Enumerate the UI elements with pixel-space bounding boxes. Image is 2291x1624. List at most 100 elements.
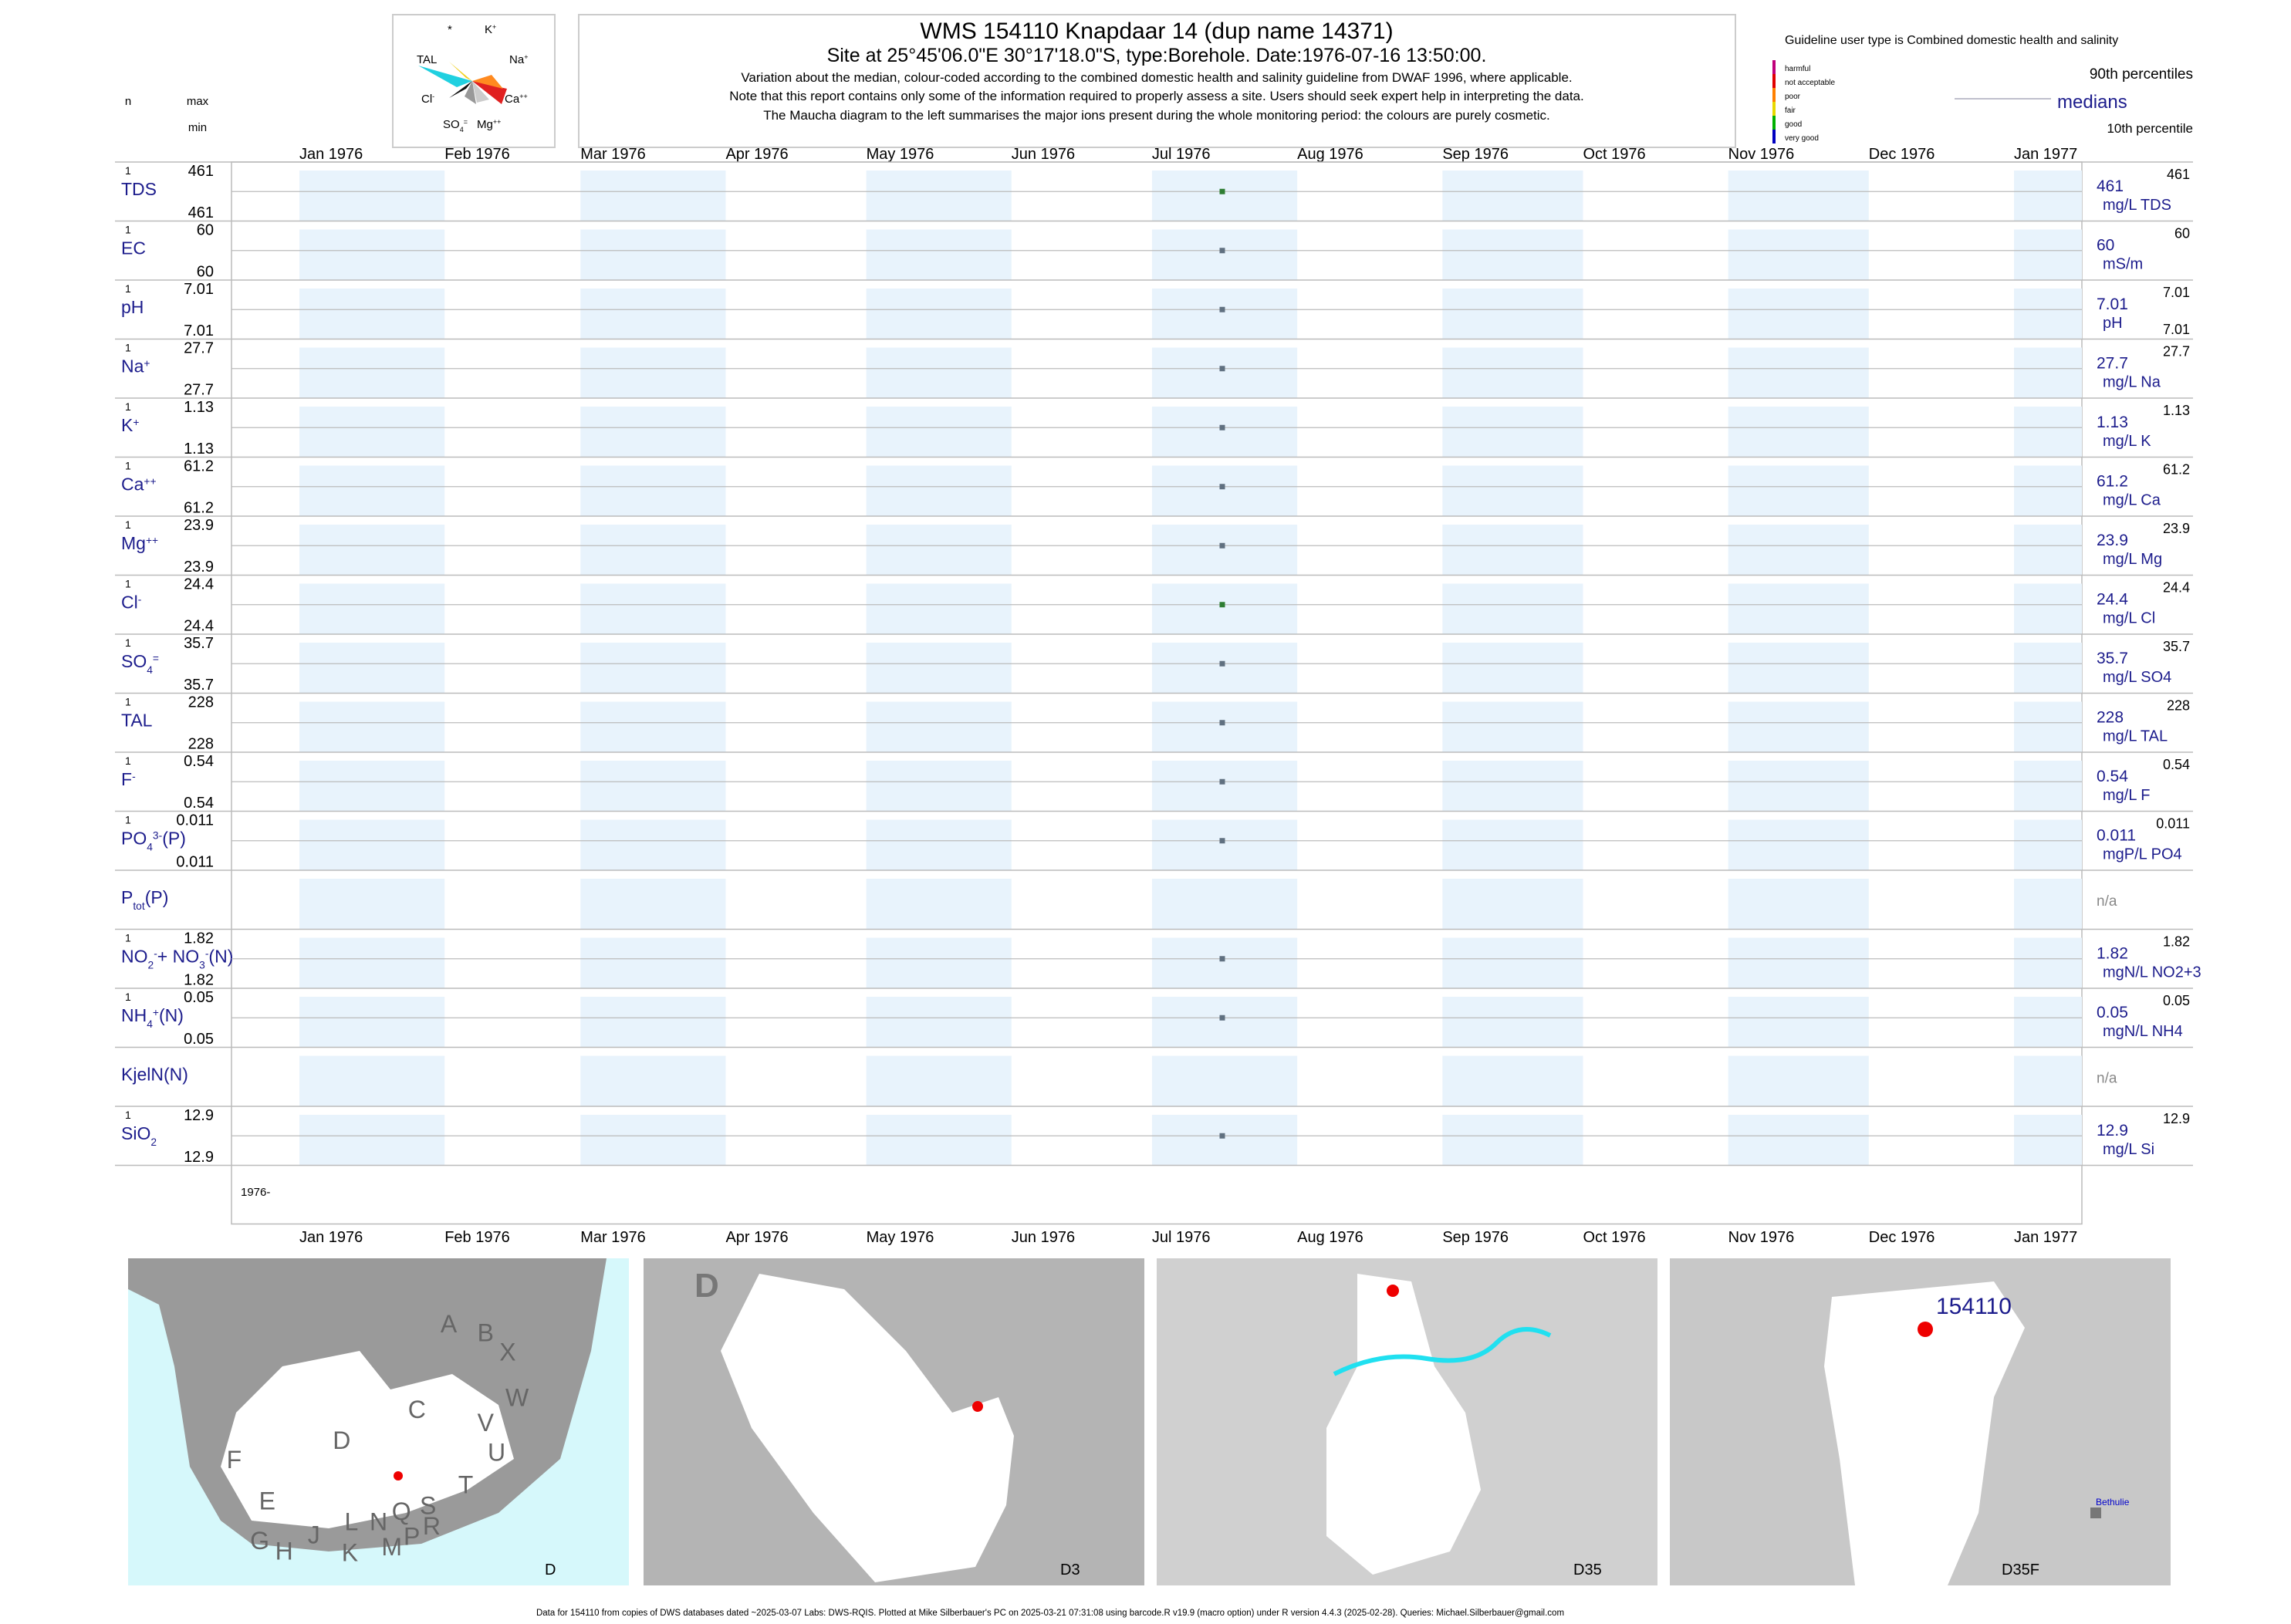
max-label: 24.4 (184, 576, 214, 593)
month-label: May 1976 (867, 146, 934, 163)
p90-label: 461 (2167, 167, 2190, 182)
subtitle: Site at 25°45'06.0"E 30°17'18.0"S, type:… (827, 45, 1487, 66)
month-label: Feb 1976 (444, 146, 510, 163)
month-band (1442, 643, 1583, 694)
month-label: Sep 1976 (1442, 146, 1509, 163)
p90-label: 23.9 (2163, 521, 2190, 536)
unit-label: mgN/L NO2+3 (2103, 964, 2201, 981)
row-label: Na+ (121, 356, 150, 376)
median-label: 0.05 (2097, 1004, 2128, 1021)
map-region: R (423, 1512, 441, 1540)
maucha-label: SO4= (443, 118, 468, 133)
x-prefix: 1976- (241, 1186, 270, 1199)
row-label-part: 4 (147, 664, 153, 676)
p90-label: 0.011 (2156, 816, 2190, 832)
maucha-wedge (465, 81, 476, 104)
sample-dot (1219, 484, 1225, 490)
month-band (866, 761, 1012, 812)
n-label: 1 (125, 696, 131, 708)
month-label: May 1976 (867, 1229, 934, 1246)
unit-label: pH (2103, 315, 2123, 332)
map-label: D35F (2002, 1562, 2039, 1578)
month-band (299, 643, 445, 694)
month-band (2014, 465, 2082, 516)
row-label-part: + (153, 1007, 159, 1018)
month-band (2014, 879, 2082, 930)
col-head-min: min (188, 121, 207, 134)
maucha-label: K+ (485, 23, 496, 36)
max-label: 60 (197, 222, 214, 239)
unit-label: mg/L TAL (2103, 728, 2168, 745)
map-region: H (275, 1538, 293, 1565)
row-label-part: KjelN(N) (121, 1065, 188, 1085)
median-label: 27.7 (2097, 355, 2128, 373)
row-label-part: SO (121, 651, 147, 671)
month-band (2014, 583, 2082, 634)
row-label: SiO2 (121, 1123, 157, 1148)
row-label-part: P (121, 887, 133, 907)
month-band (1728, 525, 1869, 576)
min-label: 228 (188, 736, 214, 753)
row-label: K+ (121, 415, 139, 435)
month-band (1728, 879, 1869, 930)
month-band (1151, 761, 1298, 812)
map-region: B (478, 1319, 494, 1347)
month-band (1728, 289, 1869, 339)
row-label-part: pH (121, 297, 144, 317)
row-label-part: ++ (146, 535, 158, 546)
month-band (299, 171, 445, 221)
map-region: A (441, 1310, 458, 1338)
month-band (580, 1055, 726, 1106)
note: Note that this report contains only some… (729, 89, 1583, 103)
legend-class: harmful (1785, 65, 1810, 73)
row-label-part: NH (121, 1005, 147, 1025)
month-band (580, 1115, 726, 1166)
legend-class: very good (1785, 134, 1819, 143)
map-region: U (488, 1438, 505, 1466)
min-label: 35.7 (184, 677, 214, 694)
maucha-label-part: - (432, 93, 434, 100)
month-band (866, 643, 1012, 694)
map-label: D35 (1573, 1562, 1602, 1578)
month-band (299, 1055, 445, 1106)
unit-label: mgP/L PO4 (2103, 846, 2182, 863)
p90-label: 60 (2174, 226, 2190, 241)
month-band (580, 347, 726, 398)
month-label: Oct 1976 (1583, 146, 1645, 163)
month-band (580, 879, 726, 930)
max-label: 7.01 (184, 281, 214, 298)
month-label: Jan 1977 (2014, 146, 2077, 163)
max-label: 12.9 (184, 1107, 214, 1124)
n-label: 1 (125, 400, 131, 413)
month-band (2014, 937, 2082, 988)
n-label: 1 (125, 460, 131, 472)
month-band (1728, 761, 1869, 812)
row-label-part: TAL (121, 711, 153, 731)
month-band (1151, 525, 1298, 576)
n-label: 1 (125, 164, 131, 177)
unit-label: mg/L F (2103, 787, 2151, 804)
legend-class: not acceptable (1785, 79, 1835, 87)
min-label: 60 (197, 264, 214, 281)
month-band (1728, 1055, 1869, 1106)
max-label: 0.54 (184, 753, 214, 770)
unit-label: mgN/L NH4 (2103, 1023, 2183, 1040)
median-label: 228 (2097, 709, 2124, 727)
month-band (2014, 819, 2082, 870)
max-label: 27.7 (184, 340, 214, 357)
month-band (2014, 643, 2082, 694)
month-band (866, 583, 1012, 634)
month-band (1151, 1115, 1298, 1166)
map-region: J (308, 1521, 320, 1549)
maucha-wedge (418, 66, 472, 87)
month-band (299, 937, 445, 988)
median-label: 60 (2097, 237, 2114, 255)
month-band (2014, 407, 2082, 457)
month-band (1151, 879, 1298, 930)
map-region: D (333, 1426, 350, 1454)
maucha-wedge (472, 75, 503, 89)
month-label: Mar 1976 (580, 146, 646, 163)
p90-label: 35.7 (2163, 639, 2190, 654)
maucha-label-part: K (485, 23, 492, 36)
